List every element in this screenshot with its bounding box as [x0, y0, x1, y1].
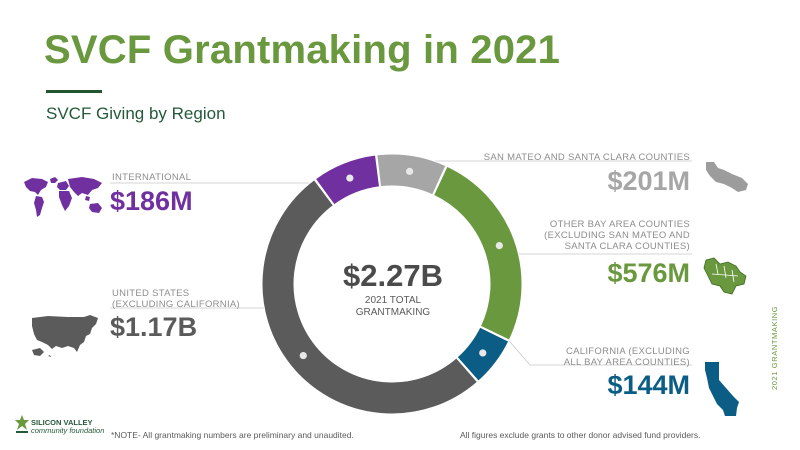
united-states-value: $1.17B	[110, 312, 198, 342]
california-map-icon	[705, 362, 739, 416]
slice-marker-san-mateo	[406, 167, 414, 175]
donut-slice-united-states	[261, 179, 479, 415]
svcf-logo-icon	[15, 415, 29, 433]
san-mateo-caption: SAN MATEO AND SANTA CLARA COUNTIES	[483, 152, 690, 163]
footer-note: *NOTE- All grantmaking numbers are preli…	[111, 430, 354, 440]
california-caption-line-1: CALIFORNIA (EXCLUDING	[565, 346, 690, 357]
other-bay-caption-line-1: OTHER BAY AREA COUNTIES	[549, 219, 690, 230]
united-states-caption-line-2: (EXCLUDING CALIFORNIA)	[112, 299, 241, 310]
slice-marker-united-states	[299, 351, 307, 360]
california-value: $144M	[607, 370, 690, 400]
slice-marker-other-bay	[495, 241, 503, 250]
footer-exclusion: All figures exclude grants to other dono…	[460, 430, 701, 440]
bay-area-map-icon	[703, 257, 747, 295]
other-bay-caption-line-2: (EXCLUDING SAN MATEO AND	[544, 230, 690, 241]
slice-marker-international	[346, 174, 354, 182]
united-states-caption-line-1: UNITED STATES	[112, 288, 190, 299]
other-bay-caption-line-3: SANTA CLARA COUNTIES)	[564, 241, 690, 252]
county-map-icon	[706, 162, 748, 192]
california-caption: CALIFORNIA (EXCLUDING ALL BAY AREA COUNT…	[480, 346, 690, 368]
san-mateo-value: $201M	[607, 166, 690, 196]
california-caption-line-2: ALL BAY AREA COUNTIES)	[563, 357, 690, 368]
other-bay-value: $576M	[607, 258, 690, 288]
total-caption-line-1: 2021 TOTAL	[364, 295, 422, 306]
total-value: $2.27B	[343, 258, 443, 293]
other-bay-caption: OTHER BAY AREA COUNTIES (EXCLUDING SAN M…	[450, 219, 690, 252]
united-states-caption: UNITED STATES (EXCLUDING CALIFORNIA)	[112, 288, 240, 310]
svcf-logo-line-1: SILICON VALLEY	[31, 418, 93, 427]
page-subtitle: SVCF Giving by Region	[46, 104, 226, 123]
international-caption: INTERNATIONAL	[112, 172, 192, 183]
donut-slice-other-bay	[432, 165, 523, 341]
slice-marker-california	[479, 349, 487, 357]
page-title: SVCF Grantmaking in 2021	[44, 28, 561, 72]
world-map-icon	[24, 177, 102, 217]
usa-map-icon	[32, 315, 98, 357]
side-label: 2021 GRANTMAKING	[770, 305, 779, 390]
total-caption: 2021 TOTAL GRANTMAKING	[303, 295, 483, 319]
svcf-logo: SILICON VALLEY community foundation	[31, 419, 104, 435]
title-underline	[46, 90, 102, 93]
svcf-logo-line-2: community foundation	[31, 426, 105, 435]
international-value: $186M	[110, 186, 193, 216]
total-caption-line-2: GRANTMAKING	[355, 307, 431, 318]
